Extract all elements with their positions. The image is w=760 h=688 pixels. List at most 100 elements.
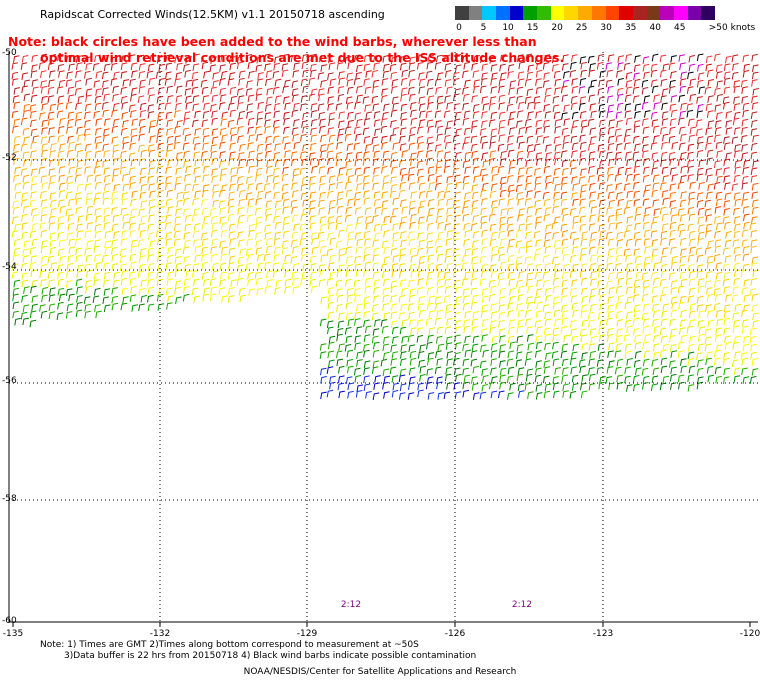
wind-speed-legend: 0 5 10 15 20 25 30 35 40 45 >50 knots — [455, 4, 755, 38]
wind-barb — [319, 351, 327, 359]
wind-barb — [535, 127, 543, 135]
wind-barb — [66, 270, 73, 278]
footnote-line1: Note: 1) Times are GMT 2)Times along bot… — [40, 640, 419, 650]
wind-barb — [292, 277, 299, 286]
wind-barb — [410, 270, 418, 278]
wind-barb — [220, 271, 227, 280]
wind-barb — [247, 142, 254, 150]
wind-barb — [452, 134, 460, 143]
wind-barb — [525, 215, 533, 223]
wind-barb — [473, 175, 480, 183]
wind-barb — [624, 375, 631, 384]
wind-barb — [679, 78, 687, 86]
wind-barb — [29, 247, 37, 255]
wind-barb — [176, 120, 183, 128]
wind-barb — [419, 344, 426, 352]
wind-barb — [220, 229, 228, 238]
legend-label: 30 — [600, 23, 612, 33]
wind-barb — [392, 127, 400, 135]
wind-barb — [705, 214, 712, 222]
wind-barb — [346, 143, 354, 151]
wind-barb — [344, 327, 352, 335]
wind-barb — [77, 215, 84, 223]
wind-barb — [552, 104, 560, 113]
wind-barb — [326, 150, 334, 159]
wind-barb — [508, 326, 515, 335]
wind-barb — [698, 310, 705, 318]
wind-barb — [626, 325, 633, 334]
wind-barb — [462, 213, 469, 222]
wind-barb — [111, 263, 119, 271]
wind-barb — [12, 200, 19, 208]
wind-barb — [715, 198, 723, 207]
wind-barb — [634, 213, 641, 222]
wind-barb — [686, 109, 694, 118]
wind-barb — [282, 85, 289, 94]
wind-barb — [131, 239, 138, 248]
wind-barb — [562, 264, 570, 272]
wind-barb — [542, 279, 550, 288]
wind-barb — [563, 334, 570, 343]
wind-barb — [49, 103, 57, 112]
wind-barb — [590, 270, 597, 279]
wind-barb — [617, 295, 624, 303]
wind-barb — [589, 182, 596, 191]
wind-barb — [489, 223, 497, 232]
wind-barb — [670, 71, 677, 79]
wind-barb — [345, 189, 353, 198]
wind-barb — [633, 190, 640, 199]
wind-barb — [696, 150, 704, 158]
wind-barb — [642, 150, 649, 158]
wind-barb — [47, 86, 55, 95]
wind-barb — [67, 118, 74, 127]
wind-barb — [41, 206, 48, 215]
wind-barb — [533, 101, 541, 110]
wind-barb — [292, 70, 299, 78]
wind-barb — [102, 143, 109, 152]
lon-label: -135 — [2, 629, 24, 639]
wind-barb — [470, 278, 478, 286]
wind-barb — [472, 214, 479, 223]
wind-barb — [473, 85, 480, 94]
wind-barb — [632, 135, 640, 144]
wind-barb — [327, 127, 334, 135]
wind-barb — [165, 232, 172, 240]
wind-barb — [66, 303, 74, 312]
wind-barb — [426, 87, 434, 96]
wind-barb — [516, 86, 524, 95]
wind-barb — [128, 54, 136, 62]
wind-barb — [634, 55, 641, 63]
wind-barb — [67, 111, 75, 120]
wind-barb — [455, 151, 462, 160]
wind-barb — [525, 159, 532, 167]
wind-barb — [407, 303, 415, 311]
wind-barb — [363, 63, 371, 72]
wind-barb — [659, 327, 667, 336]
wind-barb — [390, 320, 398, 328]
wind-barb — [12, 301, 20, 310]
wind-barb — [479, 278, 487, 286]
wind-barb — [175, 167, 182, 175]
wind-barb — [363, 197, 370, 206]
wind-barb — [742, 70, 750, 78]
wind-barb — [121, 287, 128, 296]
wind-barb — [20, 62, 28, 70]
wind-barb — [660, 182, 667, 190]
wind-barb — [498, 198, 505, 206]
wind-barb — [245, 54, 253, 62]
wind-barb — [39, 304, 46, 312]
wind-barb — [615, 310, 623, 319]
wind-barb — [615, 254, 623, 263]
wind-barb — [201, 198, 208, 207]
wind-barb — [219, 78, 226, 86]
wind-barb — [40, 85, 48, 94]
wind-barb — [302, 69, 309, 78]
wind-barb — [445, 248, 452, 256]
wind-barb — [734, 198, 741, 207]
wind-barb — [183, 150, 190, 159]
wind-barb — [58, 190, 66, 198]
wind-barb — [239, 143, 246, 152]
wind-barb — [21, 294, 28, 303]
wind-barb — [293, 62, 300, 70]
wind-barb — [146, 70, 154, 79]
